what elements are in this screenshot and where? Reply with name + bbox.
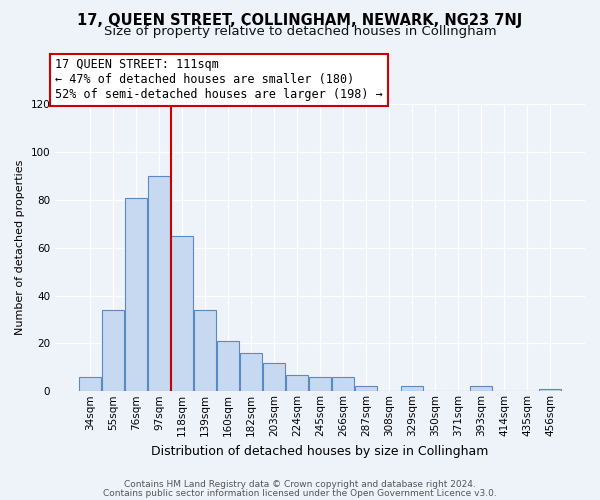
Bar xyxy=(148,176,170,392)
Bar xyxy=(332,377,354,392)
Bar xyxy=(355,386,377,392)
Text: Contains HM Land Registry data © Crown copyright and database right 2024.: Contains HM Land Registry data © Crown c… xyxy=(124,480,476,489)
Bar xyxy=(102,310,124,392)
Bar xyxy=(286,374,308,392)
Bar xyxy=(240,353,262,392)
Text: Size of property relative to detached houses in Collingham: Size of property relative to detached ho… xyxy=(104,25,496,38)
Bar xyxy=(79,377,101,392)
Bar xyxy=(171,236,193,392)
Bar xyxy=(539,389,561,392)
Bar xyxy=(217,341,239,392)
Bar xyxy=(401,386,423,392)
Text: 17 QUEEN STREET: 111sqm
← 47% of detached houses are smaller (180)
52% of semi-d: 17 QUEEN STREET: 111sqm ← 47% of detache… xyxy=(55,58,383,102)
Text: Contains public sector information licensed under the Open Government Licence v3: Contains public sector information licen… xyxy=(103,489,497,498)
X-axis label: Distribution of detached houses by size in Collingham: Distribution of detached houses by size … xyxy=(151,444,489,458)
Text: 17, QUEEN STREET, COLLINGHAM, NEWARK, NG23 7NJ: 17, QUEEN STREET, COLLINGHAM, NEWARK, NG… xyxy=(77,12,523,28)
Bar xyxy=(125,198,147,392)
Bar xyxy=(263,362,285,392)
Bar xyxy=(194,310,216,392)
Y-axis label: Number of detached properties: Number of detached properties xyxy=(15,160,25,336)
Bar xyxy=(470,386,492,392)
Bar xyxy=(309,377,331,392)
